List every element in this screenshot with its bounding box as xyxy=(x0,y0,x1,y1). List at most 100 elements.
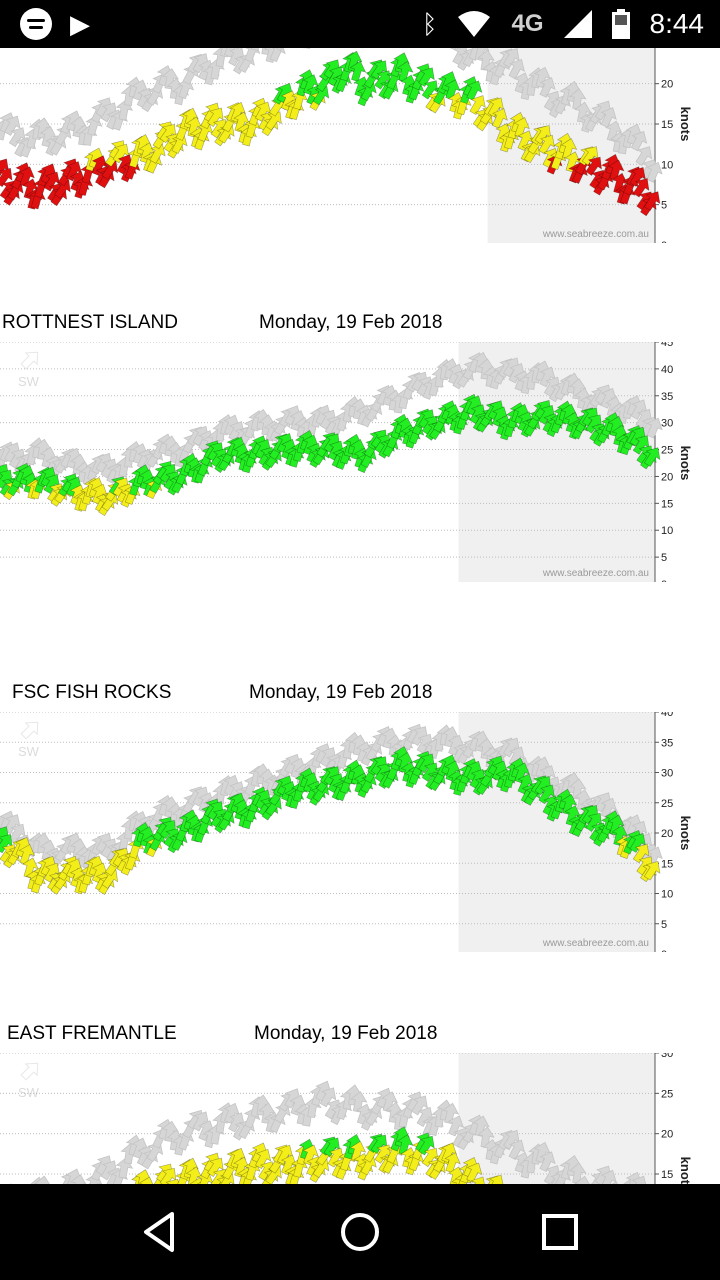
average-series xyxy=(131,1126,505,1184)
wind-arrow xyxy=(360,80,377,102)
wind-arrow xyxy=(517,130,534,151)
wind-arrow xyxy=(444,1152,461,1174)
compass-label: SW xyxy=(18,1085,40,1100)
gust-arrow xyxy=(4,115,21,136)
compass-label: SW xyxy=(18,48,40,50)
wind-arrow xyxy=(302,74,319,95)
gust-arrow xyxy=(600,107,617,128)
gust-arrow xyxy=(34,1175,52,1184)
clock: 8:44 xyxy=(649,8,705,39)
wind-arrow xyxy=(101,160,119,180)
wind-arrow xyxy=(21,857,39,879)
wifi-icon xyxy=(458,11,491,37)
gust-arrow xyxy=(630,130,648,152)
wind-arrow xyxy=(218,1172,235,1184)
wind-arrow xyxy=(418,67,435,87)
gust-arrow xyxy=(477,49,495,71)
wind-arrow xyxy=(182,107,199,129)
average-series xyxy=(0,746,661,895)
wind-chart-rottnest-island: 051015202530354045knots6am7am8am9am10am1… xyxy=(0,342,693,582)
wind-arrow xyxy=(466,1162,483,1183)
wind-arrow xyxy=(233,1156,250,1178)
wind-arrow xyxy=(312,85,330,106)
gust-arrow xyxy=(319,1087,337,1108)
wind-arrow xyxy=(207,1157,224,1178)
gust-arrow xyxy=(472,1115,490,1137)
gust-arrow xyxy=(533,66,551,88)
wind-arrow xyxy=(585,156,602,176)
spotify-icon xyxy=(20,8,52,40)
wind-arrow xyxy=(491,108,508,129)
y-tick-label: 20 xyxy=(661,1129,673,1141)
gust-arrow xyxy=(508,58,525,80)
compass-label: SW xyxy=(18,374,40,389)
y-tick-label: 35 xyxy=(661,391,673,403)
watermark: www.seabreeze.com.au xyxy=(542,229,649,240)
gust-arrow xyxy=(630,1175,648,1184)
y-tick-label: 15 xyxy=(661,498,673,510)
gust-arrow xyxy=(217,48,235,58)
gust-arrow xyxy=(258,48,276,56)
y-axis-label: knots xyxy=(678,1157,693,1184)
gust-arrow xyxy=(273,48,291,52)
station-date-fsc: Monday, 19 Feb 2018 xyxy=(249,682,433,703)
station-title-east-fremantle: EAST FREMANTLE xyxy=(7,1023,177,1044)
gust-arrow xyxy=(635,146,653,167)
gust-arrow xyxy=(605,120,623,142)
wind-arrow xyxy=(396,60,414,83)
gust-arrow xyxy=(298,48,317,49)
signal-icon xyxy=(563,10,592,38)
recents-button[interactable] xyxy=(534,1206,586,1258)
gust-arrow xyxy=(600,1169,617,1184)
y-tick-label: 5 xyxy=(661,200,667,212)
gust-arrow xyxy=(646,417,663,439)
watermark: www.seabreeze.com.au xyxy=(542,938,649,949)
wind-arrow xyxy=(171,133,188,155)
home-button[interactable] xyxy=(334,1206,386,1258)
back-button[interactable] xyxy=(134,1206,186,1258)
gust-arrow xyxy=(539,1151,556,1172)
y-tick-label: 10 xyxy=(661,159,673,171)
wind-arrow xyxy=(611,172,629,194)
gust-arrow xyxy=(447,48,465,51)
play-cast-icon: ▶ xyxy=(70,9,90,39)
wind-arrow xyxy=(643,447,661,467)
wind-arrow xyxy=(316,72,333,93)
gust-arrow xyxy=(447,1115,465,1137)
y-axis-label: knots xyxy=(678,816,693,851)
gust-arrow xyxy=(502,48,520,68)
y-tick-label: 25 xyxy=(661,798,673,810)
y-tick-label: 30 xyxy=(661,418,673,430)
average-series xyxy=(0,50,661,217)
y-tick-label: 25 xyxy=(661,445,673,457)
wind-arrow xyxy=(643,191,661,211)
wind-arrow xyxy=(345,50,363,72)
gust-arrow xyxy=(8,823,26,844)
y-tick-label: 0 xyxy=(661,579,667,582)
wind-arrow xyxy=(607,415,625,437)
gust-arrow xyxy=(411,1095,428,1116)
y-tick-label: 0 xyxy=(661,240,667,243)
wind-arrow xyxy=(560,793,578,815)
scroll-content[interactable]: 051015202530knots6am7am8am9am10am11am12p… xyxy=(0,48,720,1184)
wind-arrow xyxy=(349,1140,367,1162)
bluetooth-icon: ᛒ xyxy=(421,9,438,39)
wind-arrow xyxy=(469,95,486,116)
wind-arrow xyxy=(396,751,414,774)
wind-arrow xyxy=(611,824,629,847)
y-tick-label: 35 xyxy=(661,737,673,749)
gust-arrow xyxy=(574,1175,592,1184)
wind-arrow xyxy=(207,107,224,128)
wind-arrow xyxy=(101,869,119,889)
wind-arrow xyxy=(149,143,166,164)
wind-arrow xyxy=(255,1148,272,1169)
network-type: 4G xyxy=(511,10,544,37)
y-tick-label: 20 xyxy=(661,79,673,91)
wind-arrow xyxy=(421,80,439,100)
wind-arrow xyxy=(163,1178,180,1184)
wind-arrow xyxy=(393,52,410,74)
y-axis-label: knots xyxy=(678,107,693,142)
gust-arrow xyxy=(69,1174,88,1184)
y-tick-label: 20 xyxy=(661,828,673,840)
wind-chart-east-fremantle: 1015202530knotsSWwww.seabreeze.com.au xyxy=(0,1053,693,1184)
